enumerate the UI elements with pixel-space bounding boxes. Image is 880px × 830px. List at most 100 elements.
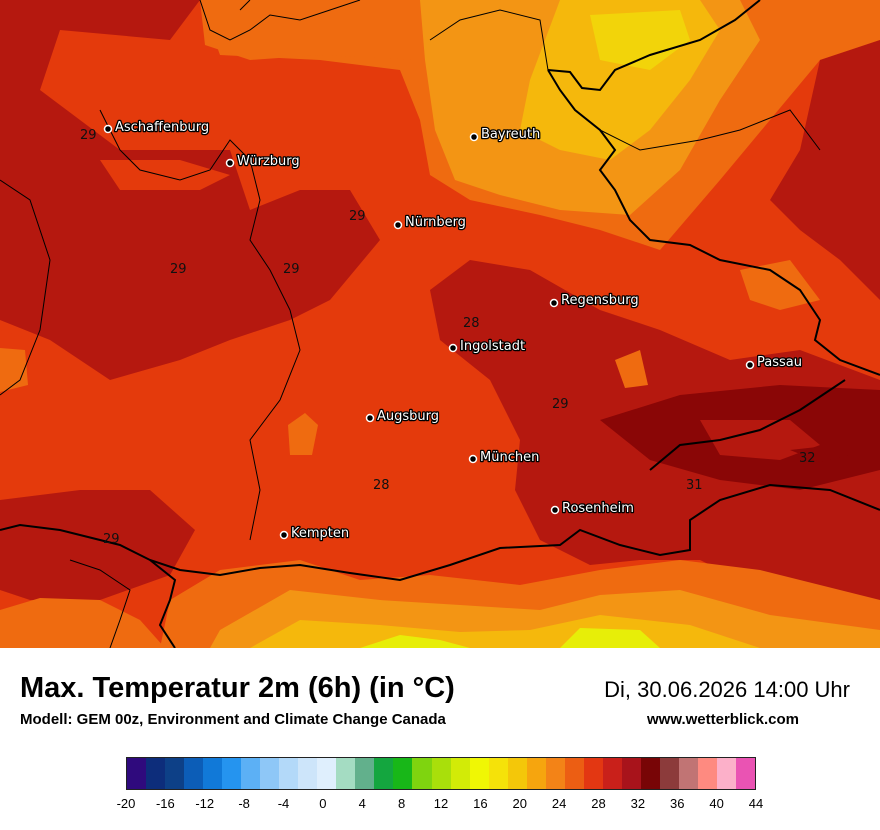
legend-color-bar bbox=[126, 757, 756, 790]
legend-swatch bbox=[279, 758, 299, 789]
temp-field-18-alps-e bbox=[560, 628, 660, 648]
legend-swatch bbox=[317, 758, 337, 789]
legend-swatch bbox=[336, 758, 356, 789]
legend-tick: 20 bbox=[512, 796, 527, 811]
legend-tick: -8 bbox=[238, 796, 250, 811]
legend-swatch bbox=[412, 758, 432, 789]
temp-field-26-east-pocket bbox=[740, 260, 820, 310]
legend-swatch bbox=[659, 758, 679, 789]
isotherm-label: 28 bbox=[463, 316, 480, 331]
legend-swatch bbox=[621, 758, 641, 789]
city-wuerzburg: Würzburg bbox=[225, 153, 301, 170]
svg-text:Passau: Passau bbox=[757, 355, 802, 370]
legend-tick: 40 bbox=[709, 796, 724, 811]
city-bayreuth: Bayreuth bbox=[469, 126, 542, 143]
city-markers: Aschaffenburg Würzburg Bayreuth Nürnberg… bbox=[103, 119, 803, 542]
svg-text:Kempten: Kempten bbox=[291, 526, 349, 541]
legend-swatch bbox=[222, 758, 242, 789]
svg-text:Aschaffenburg: Aschaffenburg bbox=[115, 120, 209, 135]
city-regensburg: Regensburg bbox=[549, 292, 640, 309]
svg-text:Nürnberg: Nürnberg bbox=[405, 215, 466, 230]
legend-swatch bbox=[146, 758, 166, 789]
legend-tick: 4 bbox=[358, 796, 366, 811]
temp-field-30-southwest bbox=[0, 490, 195, 600]
svg-text:Bayreuth: Bayreuth bbox=[481, 127, 540, 142]
temp-field-26-pocket-augsburg bbox=[288, 413, 318, 455]
temp-field-32-core bbox=[790, 445, 850, 462]
isotherm-label: 29 bbox=[80, 128, 97, 143]
svg-text:Rosenheim: Rosenheim bbox=[562, 501, 634, 516]
temp-field-26-pocket-regensburg bbox=[615, 350, 648, 388]
legend-tick: 12 bbox=[433, 796, 449, 811]
legend-tick: 36 bbox=[670, 796, 685, 811]
temp-field-26-nw bbox=[200, 0, 420, 60]
isotherm-label: 29 bbox=[349, 209, 366, 224]
legend-swatch bbox=[127, 758, 147, 789]
legend-swatch bbox=[374, 758, 394, 789]
legend-swatch bbox=[545, 758, 565, 789]
country-borders bbox=[0, 0, 880, 648]
city-passau: Passau bbox=[745, 354, 803, 371]
legend-tick-labels: -20 -16 -12 -8 -4 0 4 8 12 16 20 24 28 32 36 40 44 bbox=[117, 796, 764, 814]
website-link[interactable]: www.wetterblick.com bbox=[647, 711, 799, 728]
city-kempten: Kempten bbox=[279, 525, 350, 542]
legend-swatch bbox=[507, 758, 527, 789]
legend-swatch bbox=[488, 758, 508, 789]
state-borders bbox=[0, 0, 821, 648]
legend-tick: 32 bbox=[630, 796, 646, 811]
legend-tick: 28 bbox=[591, 796, 606, 811]
legend-swatch bbox=[393, 758, 413, 789]
isotherm-label: 29 bbox=[283, 262, 300, 277]
legend-swatch bbox=[697, 758, 717, 789]
legend-swatch bbox=[431, 758, 451, 789]
isotherm-label: 29 bbox=[103, 532, 120, 547]
temp-field-26-alps-w bbox=[0, 598, 165, 648]
legend-swatch bbox=[469, 758, 489, 789]
legend-swatch bbox=[602, 758, 622, 789]
legend-swatch bbox=[165, 758, 185, 789]
legend-swatch bbox=[678, 758, 698, 789]
forecast-datetime: Di, 30.06.2026 14:00 Uhr bbox=[604, 677, 850, 702]
legend-swatch bbox=[203, 758, 223, 789]
legend-swatch bbox=[564, 758, 584, 789]
temp-field-18-alps bbox=[360, 635, 470, 648]
legend-tick: 24 bbox=[551, 796, 567, 811]
temp-field-20-north bbox=[590, 10, 690, 70]
temperature-map: Aschaffenburg Würzburg Bayreuth Nürnberg… bbox=[0, 0, 880, 648]
legend-tick: 0 bbox=[319, 796, 327, 811]
map-title: Max. Temperatur 2m (6h) (in °C) bbox=[20, 672, 455, 704]
isotherm-label: 28 bbox=[373, 478, 390, 493]
isotherm-label: 29 bbox=[552, 397, 569, 412]
legend-swatch bbox=[298, 758, 318, 789]
isotherm-label: 32 bbox=[799, 451, 816, 466]
legend-tick: -16 bbox=[155, 796, 175, 811]
legend-tick: -20 bbox=[116, 796, 136, 811]
city-nuernberg: Nürnberg bbox=[393, 214, 467, 231]
isotherm-label: 29 bbox=[170, 262, 187, 277]
city-ingolstadt: Ingolstadt bbox=[448, 338, 526, 355]
legend-swatch bbox=[260, 758, 280, 789]
city-rosenheim: Rosenheim bbox=[550, 500, 635, 517]
legend-swatch bbox=[716, 758, 736, 789]
svg-text:Regensburg: Regensburg bbox=[561, 293, 639, 308]
legend-swatch bbox=[450, 758, 470, 789]
isotherm-label: 31 bbox=[686, 478, 703, 493]
legend-swatch bbox=[355, 758, 375, 789]
legend-tick: -12 bbox=[195, 796, 215, 811]
isotherm-labels: 29 29 29 29 28 29 28 31 32 29 bbox=[80, 128, 816, 547]
svg-text:München: München bbox=[480, 450, 539, 465]
legend-swatch bbox=[184, 758, 204, 789]
legend-tick: 16 bbox=[473, 796, 488, 811]
color-scale-legend bbox=[126, 757, 756, 790]
city-augsburg: Augsburg bbox=[365, 408, 440, 425]
legend-swatch bbox=[526, 758, 546, 789]
legend-swatch bbox=[241, 758, 261, 789]
svg-text:Würzburg: Würzburg bbox=[237, 154, 300, 169]
legend-swatch bbox=[736, 758, 756, 789]
legend-tick: 44 bbox=[748, 796, 764, 811]
city-aschaffenburg: Aschaffenburg bbox=[103, 119, 210, 136]
model-credit: Modell: GEM 00z, Environment and Climate… bbox=[20, 711, 446, 728]
temp-field-26-pocket-w bbox=[0, 348, 28, 392]
legend-tick: 8 bbox=[398, 796, 406, 811]
legend-swatch bbox=[583, 758, 603, 789]
